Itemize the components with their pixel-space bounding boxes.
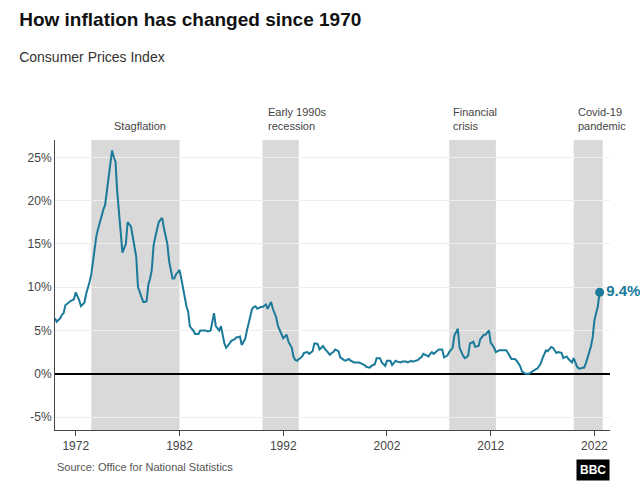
svg-text:1972: 1972	[62, 439, 89, 453]
svg-text:2012: 2012	[477, 439, 504, 453]
svg-text:15%: 15%	[28, 237, 52, 251]
svg-text:2022: 2022	[581, 439, 608, 453]
svg-text:10%: 10%	[28, 280, 52, 294]
svg-text:1992: 1992	[270, 439, 297, 453]
svg-text:Source: Office for National St: Source: Office for National Statistics	[57, 461, 233, 473]
svg-text:Covid-19pandemic: Covid-19pandemic	[578, 106, 626, 132]
svg-text:20%: 20%	[28, 194, 52, 208]
svg-text:0%: 0%	[34, 367, 52, 381]
svg-text:BBC: BBC	[580, 463, 606, 477]
svg-text:1982: 1982	[166, 439, 193, 453]
svg-text:How inflation has changed sinc: How inflation has changed since 1970	[19, 9, 361, 30]
svg-text:Stagflation: Stagflation	[114, 120, 166, 132]
svg-text:Financialcrisis: Financialcrisis	[453, 106, 497, 132]
svg-text:25%: 25%	[28, 151, 52, 165]
svg-text:Early 1990srecession: Early 1990srecession	[268, 106, 327, 132]
svg-text:5%: 5%	[34, 324, 52, 338]
svg-text:Consumer Prices Index: Consumer Prices Index	[19, 49, 165, 65]
svg-text:2002: 2002	[374, 439, 401, 453]
svg-text:-5%: -5%	[30, 410, 52, 424]
svg-text:9.4%: 9.4%	[606, 282, 640, 299]
